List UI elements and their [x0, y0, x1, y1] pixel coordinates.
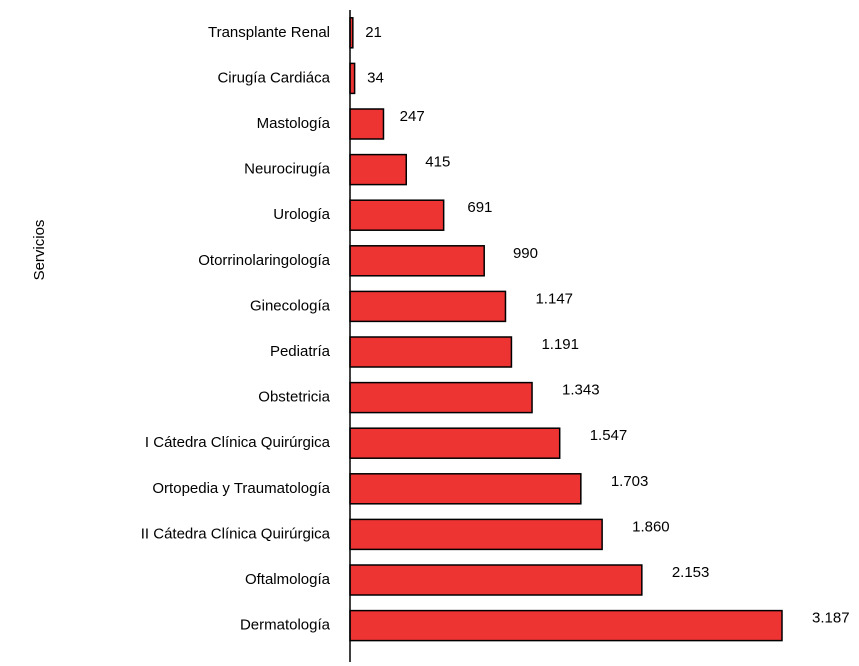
y-tick-label: Mastología [257, 115, 331, 132]
value-label: 21 [365, 24, 382, 41]
y-tick-label: I Cátedra Clínica Quirúrgica [145, 434, 331, 451]
value-label: 247 [400, 108, 425, 125]
y-tick-label: Dermatología [240, 617, 331, 634]
bar [349, 108, 385, 140]
bar [349, 245, 485, 277]
y-axis-label: Servicios [31, 220, 48, 281]
value-label: 1.703 [611, 473, 649, 490]
value-label: 1.343 [562, 382, 600, 399]
bar [349, 336, 513, 368]
y-tick-label: II Cátedra Clínica Quirúrgica [141, 525, 331, 542]
y-tick-label: Ginecología [250, 297, 331, 314]
y-tick-label: Pediatría [270, 343, 331, 360]
value-label: 1.547 [590, 427, 628, 444]
bar [349, 473, 582, 505]
bar [349, 564, 643, 596]
value-label: 691 [467, 199, 492, 216]
value-label: 2.153 [672, 564, 710, 581]
bar [349, 609, 783, 642]
value-label: 1.191 [541, 336, 579, 353]
y-tick-label: Obstetricia [258, 389, 330, 406]
value-label: 990 [513, 245, 538, 262]
value-label: 3.187 [812, 610, 850, 627]
value-label: 1.860 [632, 518, 670, 535]
y-tick-label: Transplante Renal [208, 24, 330, 41]
value-label: 415 [425, 154, 450, 171]
y-tick-label: Cirugía Cardiáca [217, 69, 330, 86]
value-label: 34 [367, 69, 384, 86]
bar [349, 427, 561, 459]
bar [349, 290, 507, 323]
y-tick-label: Otorrinolaringología [198, 252, 330, 269]
y-tick-label: Urología [273, 206, 330, 223]
y-tick-label: Ortopedia y Traumatología [152, 480, 330, 497]
y-tick-label: Oftalmología [245, 571, 331, 588]
bar [349, 518, 603, 551]
bar [349, 153, 408, 186]
bar [349, 381, 533, 414]
value-label: 1.147 [535, 290, 573, 307]
y-tick-label: Neurocirugía [244, 161, 331, 178]
bar [349, 199, 445, 231]
